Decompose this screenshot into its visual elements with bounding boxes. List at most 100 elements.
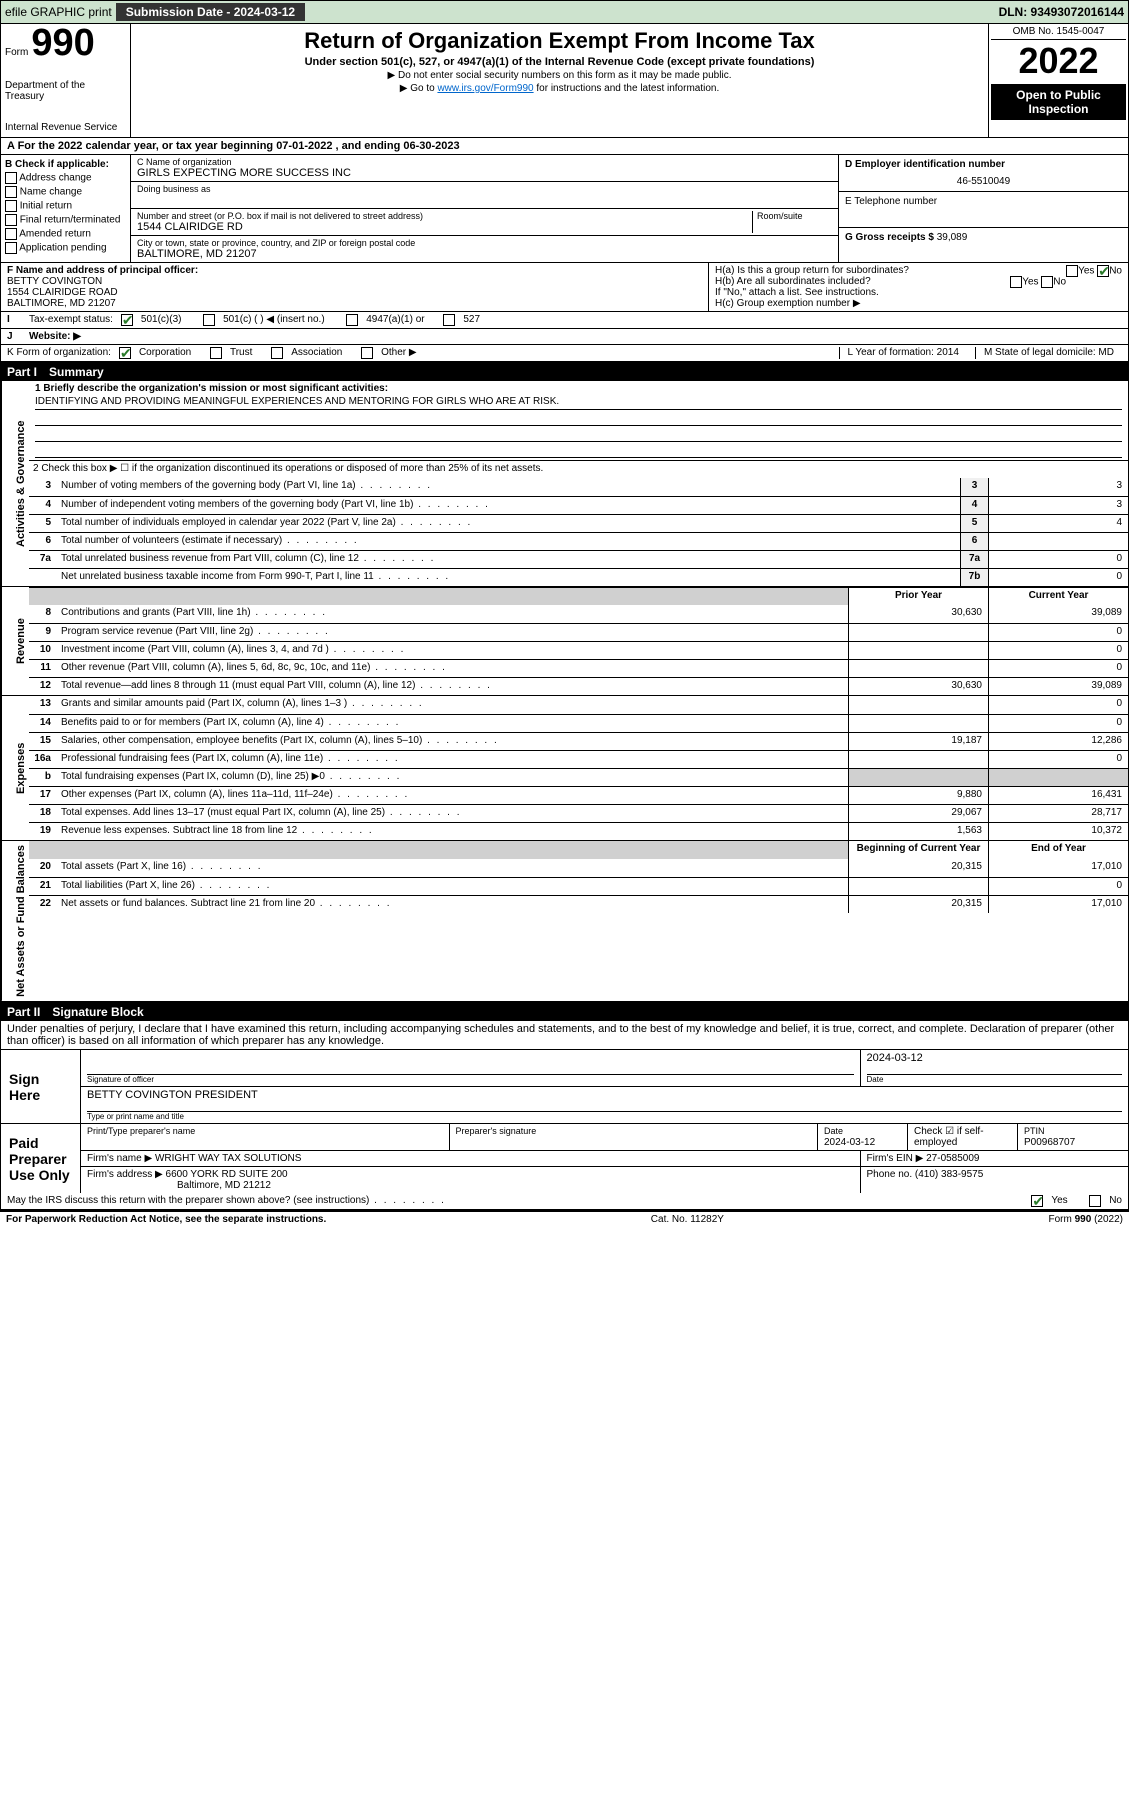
firm-addr-label: Firm's address ▶ [87,1169,163,1180]
form-subtitle: Under section 501(c), 527, or 4947(a)(1)… [151,56,968,68]
officer-addr2: BALTIMORE, MD 21207 [7,298,116,309]
dba-value [137,194,832,206]
chk-initial-return[interactable]: Initial return [5,200,126,212]
row-f-h: F Name and address of principal officer:… [1,263,1128,312]
officer-name-title: BETTY COVINGTON PRESIDENT [87,1089,1122,1101]
revenue-row-11: 11 Other revenue (Part VIII, column (A),… [29,659,1128,677]
col-b-checkboxes: B Check if applicable: Address change Na… [1,155,131,262]
perjury-declaration: Under penalties of perjury, I declare th… [1,1021,1128,1049]
paperwork-notice: For Paperwork Reduction Act Notice, see … [6,1214,326,1225]
footer-bar: For Paperwork Reduction Act Notice, see … [0,1211,1129,1227]
prep-date-label: Date [824,1126,843,1136]
row-i-tax-status: I Tax-exempt status: 501(c)(3) 501(c) ( … [1,312,1128,329]
expense-row-18: 18 Total expenses. Add lines 13–17 (must… [29,804,1128,822]
firm-addr-value1: 6600 YORK RD SUITE 200 [166,1169,288,1180]
submission-date-pill: Submission Date - 2024-03-12 [116,3,305,21]
form-ref: Form 990 (2022) [1049,1214,1123,1225]
sig-date-value: 2024-03-12 [867,1052,1123,1064]
chk-name-change[interactable]: Name change [5,186,126,198]
form-frame: Form 990 Department of the Treasury Inte… [0,24,1129,1211]
city-value: BALTIMORE, MD 21207 [137,248,832,260]
goto-line: ▶ Go to www.irs.gov/Form990 for instruct… [151,83,968,94]
vert-netassets: Net Assets or Fund Balances [1,841,29,1001]
state-domicile: M State of legal domicile: MD [975,347,1122,359]
netasset-row-20: 20 Total assets (Part X, line 16) 20,315… [29,859,1128,877]
type-name-label: Type or print name and title [87,1111,1122,1121]
firm-addr-value2: Baltimore, MD 21212 [177,1180,271,1191]
ptin-label: PTIN [1024,1126,1045,1136]
chk-trust[interactable] [210,347,222,359]
org-name-value: GIRLS EXPECTING MORE SUCCESS INC [137,167,832,179]
form-header: Form 990 Department of the Treasury Inte… [1,24,1128,138]
gov-row-7a: 7a Total unrelated business revenue from… [29,550,1128,568]
hdr-beginning: Beginning of Current Year [848,841,988,859]
col-c-org-info: C Name of organization GIRLS EXPECTING M… [131,155,838,262]
goto-post: for instructions and the latest informat… [536,83,719,94]
vert-revenue: Revenue [1,587,29,695]
hc-row: H(c) Group exemption number ▶ [715,298,1122,309]
tax-year: 2022 [991,40,1126,82]
ha-row: H(a) Is this a group return for subordin… [715,265,1122,276]
gov-row-5: 5 Total number of individuals employed i… [29,514,1128,532]
chk-discuss-no[interactable] [1089,1195,1101,1207]
expense-row-19: 19 Revenue less expenses. Subtract line … [29,822,1128,840]
chk-assoc[interactable] [271,347,283,359]
chk-discuss-yes[interactable] [1031,1195,1043,1207]
ein-value: 46-5510049 [845,176,1122,187]
chk-app-pending[interactable]: Application pending [5,242,126,254]
entity-info-grid: B Check if applicable: Address change Na… [1,155,1128,263]
mission-text: IDENTIFYING AND PROVIDING MEANINGFUL EXP… [35,394,1122,410]
vert-expenses: Expenses [1,696,29,840]
revenue-row-9: 9 Program service revenue (Part VIII, li… [29,623,1128,641]
chk-4947[interactable] [346,314,358,326]
omb-number: OMB No. 1545-0047 [991,26,1126,40]
form-990-number: 990 [31,22,94,64]
firm-name-label: Firm's name ▶ [87,1153,152,1164]
hb-row: H(b) Are all subordinates included? Yes … [715,276,1122,287]
efile-label: efile GRAPHIC print [5,5,112,19]
chk-527[interactable] [443,314,455,326]
netasset-row-22: 22 Net assets or fund balances. Subtract… [29,895,1128,913]
sig-officer-label: Signature of officer [87,1074,854,1084]
dept-treasury: Department of the Treasury [5,80,126,102]
q1-label: 1 Briefly describe the organization's mi… [35,383,388,394]
q2-text: 2 Check this box ▶ ☐ if the organization… [29,461,1128,478]
chk-501c3[interactable] [121,314,133,326]
hdr-prior: Prior Year [848,588,988,605]
sign-here-block: Sign Here Signature of officer 2024-03-1… [1,1049,1128,1123]
chk-corp[interactable] [119,347,131,359]
gov-row-7b: Net unrelated business taxable income fr… [29,568,1128,586]
chk-501c[interactable] [203,314,215,326]
irs-label: Internal Revenue Service [5,122,126,133]
col-de-right: D Employer identification number 46-5510… [838,155,1128,262]
title-box: Return of Organization Exempt From Incom… [131,24,988,137]
cat-no: Cat. No. 11282Y [651,1214,724,1225]
check-self-employed[interactable]: Check ☑ if self-employed [914,1126,984,1148]
gross-receipts-label: G Gross receipts $ [845,232,934,243]
sig-date-label: Date [867,1074,1123,1084]
revenue-row-8: 8 Contributions and grants (Part VIII, l… [29,605,1128,623]
irs-link[interactable]: www.irs.gov/Form990 [437,83,533,94]
firm-phone-label: Phone no. [867,1169,913,1180]
phone-label: E Telephone number [845,196,937,207]
hdr-current: Current Year [988,588,1128,605]
chk-address-change[interactable]: Address change [5,172,126,184]
col-b-title: B Check if applicable: [5,159,109,170]
year-box: OMB No. 1545-0047 2022 Open to Public In… [988,24,1128,137]
chk-final-return[interactable]: Final return/terminated [5,214,126,226]
expense-row-14: 14 Benefits paid to or for members (Part… [29,714,1128,732]
efile-topbar: efile GRAPHIC print Submission Date - 20… [0,0,1129,24]
room-label: Room/suite [757,211,832,221]
row-a-tax-year: A For the 2022 calendar year, or tax yea… [1,138,1128,155]
section-revenue: Revenue Prior Year Current Year 8 Contri… [1,587,1128,696]
street-value: 1544 CLAIRIDGE RD [137,221,752,233]
chk-amended[interactable]: Amended return [5,228,126,240]
prep-sig-label: Preparer's signature [456,1126,537,1136]
chk-other[interactable] [361,347,373,359]
year-formation: L Year of formation: 2014 [839,347,967,359]
section-netassets: Net Assets or Fund Balances Beginning of… [1,841,1128,1003]
street-label: Number and street (or P.O. box if mail i… [137,211,752,221]
firm-phone-value: (410) 383-9575 [915,1169,983,1180]
gov-row-4: 4 Number of independent voting members o… [29,496,1128,514]
row-k-form-org: K Form of organization: Corporation Trus… [1,345,1128,363]
